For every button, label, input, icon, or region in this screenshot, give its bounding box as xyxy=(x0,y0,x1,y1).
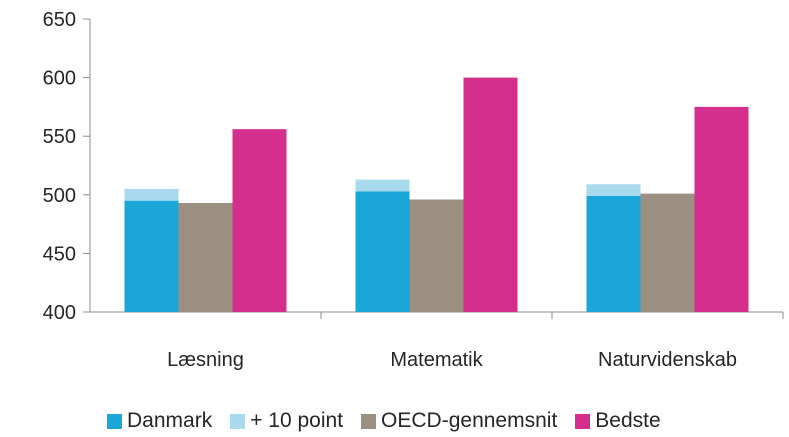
y-tick-label-550: 550 xyxy=(43,126,76,148)
legend-swatch-bedste xyxy=(575,413,591,429)
legend-item-danmark: Danmark xyxy=(107,409,212,433)
legend-label-bedste: Bedste xyxy=(595,409,661,432)
legend-item-oecd-gennemsnit: OECD-gennemsnit xyxy=(361,409,557,433)
bar-oecd-gennemsnit-læsning xyxy=(178,203,233,312)
bar-plus-10-point-læsning xyxy=(124,188,179,201)
bar-danmark-matematik xyxy=(355,191,410,312)
y-tick-label-450: 450 xyxy=(43,243,76,265)
legend-item-bedste: Bedste xyxy=(575,409,661,433)
legend-label-plus-10-point: + 10 point xyxy=(250,409,344,432)
bar-oecd-gennemsnit-matematik xyxy=(409,199,464,312)
x-tick-label-læsning: Læsning xyxy=(167,349,244,371)
bar-bedste-naturvidenskab xyxy=(694,106,749,313)
bar-plus-10-point-matematik xyxy=(355,179,410,192)
y-axis: 400 450 500 550 600 650 xyxy=(43,9,91,324)
x-tick-label-naturvidenskab: Naturvidenskab xyxy=(598,349,737,371)
bar-bedste-læsning xyxy=(232,129,287,312)
legend-item-plus-10-point: + 10 point xyxy=(230,409,343,433)
legend-label-oecd-gennemsnit: OECD-gennemsnit xyxy=(381,409,558,432)
x-tick-label-matematik: Matematik xyxy=(390,349,483,371)
x-axis: Læsning Matematik Naturvidenskab xyxy=(90,311,784,371)
y-tick-label-400: 400 xyxy=(43,302,76,324)
legend: Danmark + 10 point OECD-gennemsnit Bedst… xyxy=(107,409,661,433)
legend-swatch-danmark xyxy=(107,413,122,429)
legend-swatch-plus-10-point xyxy=(230,413,246,429)
legend-label-danmark: Danmark xyxy=(127,409,213,432)
bar-oecd-gennemsnit-naturvidenskab xyxy=(640,193,695,312)
legend-swatch-oecd-gennemsnit xyxy=(361,413,377,429)
bar-plus-10-point-naturvidenskab xyxy=(586,184,641,196)
bar-danmark-læsning xyxy=(124,200,179,312)
bar-danmark-naturvidenskab xyxy=(586,195,641,312)
y-tick-label-650: 650 xyxy=(43,9,76,31)
y-tick-label-500: 500 xyxy=(43,185,76,207)
y-tick-label-600: 600 xyxy=(43,68,76,90)
bar-bedste-matematik xyxy=(463,77,518,312)
bars xyxy=(124,77,749,313)
